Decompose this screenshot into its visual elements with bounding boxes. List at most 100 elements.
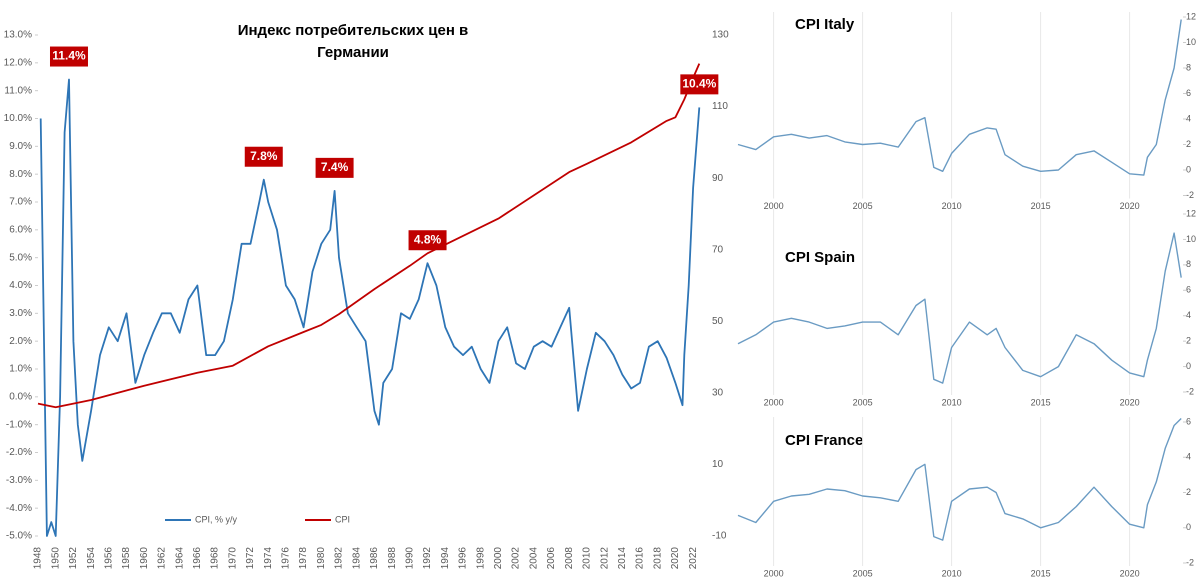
x-tick-label: 1990 [404, 547, 415, 570]
y-tick-label: 8 [1186, 62, 1191, 72]
y-tick-label: -2 [1186, 190, 1194, 200]
y-tick-label: -2.0% [6, 447, 32, 458]
annotation-box [49, 46, 88, 67]
y2-tick-label: 110 [712, 101, 728, 112]
x-tick-label: 2010 [942, 397, 962, 407]
y-tick-label: -4.0% [6, 503, 32, 514]
annotation-label: 4.8% [414, 232, 442, 246]
y-tick-label: -5.0% [6, 531, 32, 542]
y-tick-label: 6 [1186, 416, 1191, 426]
y2-tick-label: 10 [712, 459, 724, 470]
x-tick-label: 2020 [1120, 201, 1140, 211]
y-tick-label: 10.0% [4, 113, 32, 124]
chart-title: Индекс потребительских цен в Германии [237, 22, 469, 61]
y-tick-label: 13.0% [4, 30, 32, 41]
x-tick-label: 2008 [564, 547, 575, 570]
annotation-box [408, 230, 447, 251]
x-tick-label: 2005 [853, 397, 873, 407]
x-tick-label: 2005 [853, 201, 873, 211]
legend-label: CPI [335, 514, 350, 524]
y2-tick-label: 90 [712, 173, 724, 184]
y-tick-label: 12 [1186, 11, 1196, 21]
x-tick-label: 2015 [1031, 201, 1051, 211]
x-tick-label: 1988 [387, 547, 398, 570]
y-tick-label: 6.0% [9, 224, 32, 235]
y-tick-label: -2 [1186, 386, 1194, 396]
y-tick-label: 7.0% [9, 197, 32, 208]
annotation-label: 10.4% [682, 77, 716, 91]
annotation-box [244, 146, 283, 167]
y-tick-label: 5.0% [9, 252, 32, 263]
x-tick-label: 2016 [635, 547, 646, 570]
y-tick-label: 2 [1186, 487, 1191, 497]
series-line [37, 63, 701, 409]
x-tick-label: 1980 [316, 547, 327, 570]
x-tick-label: 2012 [599, 547, 610, 570]
x-tick-label: 2015 [1031, 397, 1051, 407]
x-tick-label: 2000 [764, 568, 784, 578]
x-tick-label: 2000 [764, 201, 784, 211]
x-tick-label: 2005 [853, 568, 873, 578]
x-tick-label: 2000 [493, 547, 504, 570]
annotation-label: 7.4% [321, 160, 349, 174]
x-tick-label: 1992 [422, 547, 433, 570]
x-tick-label: 1998 [475, 547, 486, 570]
y-tick-label: 12.0% [4, 57, 32, 68]
chart-title: CPI Spain [785, 249, 855, 266]
series-line [737, 19, 1182, 176]
y-tick-label: 11.0% [4, 85, 32, 96]
y-tick-label: 2 [1186, 336, 1191, 346]
y2-tick-label: 50 [712, 316, 724, 327]
x-tick-label: 2010 [582, 547, 593, 570]
series-line [737, 418, 1182, 541]
x-tick-label: 2018 [652, 547, 663, 570]
y2-tick-label: 70 [712, 244, 724, 255]
y-tick-label: 0.0% [9, 391, 32, 402]
x-tick-label: 1994 [440, 547, 451, 570]
y-tick-label: -3.0% [6, 475, 32, 486]
y-tick-label: 10 [1186, 37, 1196, 47]
annotation-label: 11.4% [52, 49, 86, 63]
x-tick-label: 2004 [528, 547, 539, 570]
x-tick-label: 1966 [192, 547, 203, 570]
y-tick-label: 0 [1186, 522, 1191, 532]
x-tick-label: 2020 [1120, 568, 1140, 578]
y-tick-label: 6 [1186, 285, 1191, 295]
x-tick-label: 1996 [458, 547, 469, 570]
y-tick-label: 3.0% [9, 308, 32, 319]
y-tick-label: -1.0% [6, 419, 32, 430]
x-tick-label: 1982 [334, 547, 345, 570]
y2-tick-label: -10 [712, 531, 727, 542]
x-tick-label: 2020 [1120, 397, 1140, 407]
x-tick-label: 1952 [68, 547, 79, 570]
y2-tick-label: 30 [712, 387, 724, 398]
x-tick-label: 2014 [617, 547, 628, 570]
y-tick-label: 4 [1186, 113, 1191, 123]
chart-title: CPI Italy [795, 16, 855, 33]
series-line [737, 232, 1182, 384]
y-tick-label: 8.0% [9, 169, 32, 180]
x-tick-label: 2000 [764, 397, 784, 407]
x-tick-label: 2022 [688, 547, 699, 570]
x-tick-label: 1962 [157, 547, 168, 570]
y-tick-label: 10 [1186, 234, 1196, 244]
y-tick-label: 9.0% [9, 141, 32, 152]
x-tick-label: 2020 [670, 547, 681, 570]
x-tick-label: 1978 [298, 547, 309, 570]
y-tick-label: 4 [1186, 452, 1191, 462]
y-tick-label: 12 [1186, 208, 1196, 218]
x-tick-label: 1954 [86, 547, 97, 570]
annotation-label: 7.8% [250, 149, 278, 163]
x-tick-label: 1956 [103, 547, 114, 570]
x-tick-label: 2006 [546, 547, 557, 570]
x-tick-label: 1972 [245, 547, 256, 570]
y2-tick-label: 130 [712, 30, 729, 41]
x-tick-label: 1958 [121, 547, 132, 570]
y-tick-label: 0 [1186, 164, 1191, 174]
x-tick-label: 2015 [1031, 568, 1051, 578]
x-tick-label: 1968 [210, 547, 221, 570]
y-tick-label: 8 [1186, 259, 1191, 269]
y-tick-label: 0 [1186, 361, 1191, 371]
